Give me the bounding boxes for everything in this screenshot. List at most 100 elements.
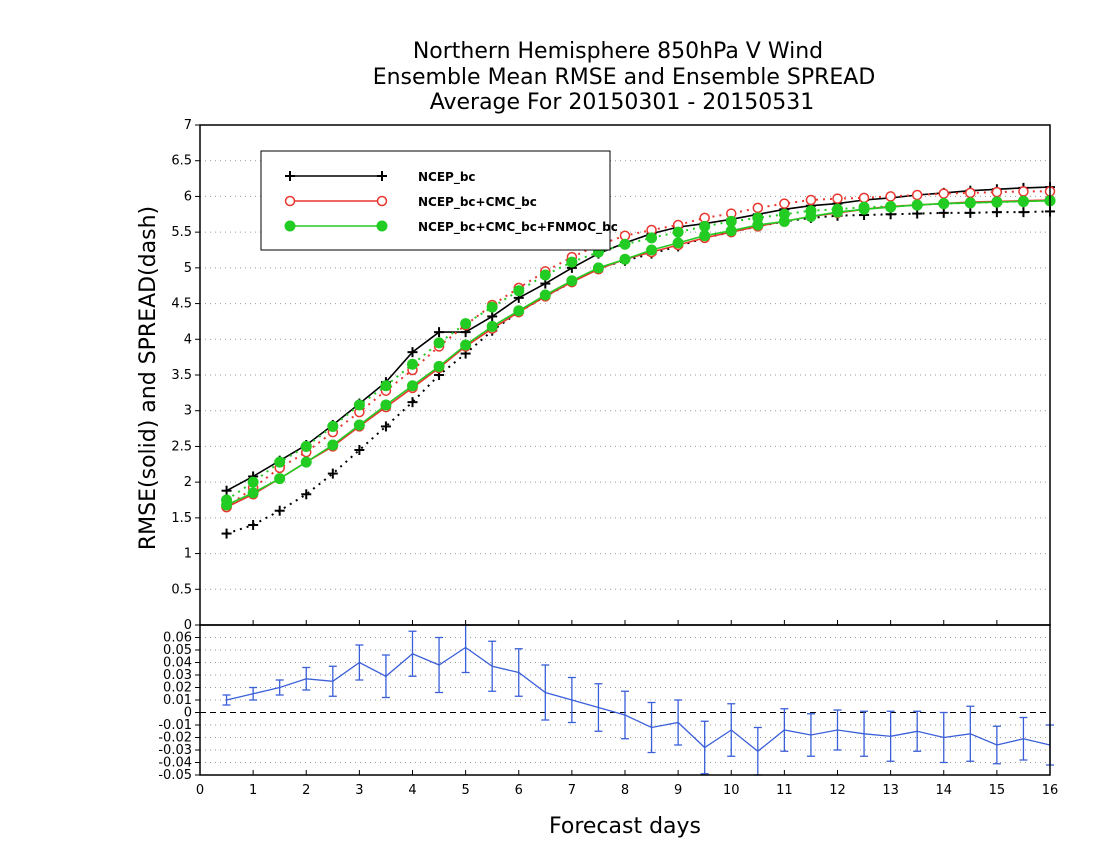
upper-y-tick-label: 3 [184, 404, 192, 419]
filled-circle-marker [460, 339, 472, 351]
plus-marker [434, 327, 445, 338]
error-bar [939, 711, 948, 764]
x-tick-label: 10 [723, 783, 740, 798]
open-circle-marker [805, 194, 817, 206]
x-tick-label: 8 [621, 783, 629, 798]
error-bar [621, 690, 629, 740]
error-bar [355, 644, 364, 681]
spread-line [226, 190, 1050, 508]
lower-y-tick-label: -0.02 [158, 731, 192, 746]
error-bar [886, 710, 895, 762]
filled-circle-marker [858, 201, 870, 213]
x-axis: 0 1 2 3 4 5 6 7 8 9 10 11 12 13 14 15 16 [196, 620, 1058, 798]
open-circle-marker [752, 202, 764, 214]
filled-circle-marker [247, 487, 259, 499]
error-bar [488, 640, 497, 692]
x-tick-label: 16 [1042, 783, 1059, 798]
error-bar [833, 709, 842, 751]
filled-circle-marker [566, 256, 578, 268]
filled-circle-marker [672, 237, 684, 249]
filled-circle-marker [376, 220, 388, 232]
error-bar [860, 710, 869, 757]
lower-y-tick-label: -0.05 [158, 768, 192, 783]
error-bar [700, 720, 709, 775]
series-layer [221, 182, 1056, 539]
legend-item-ncep-bc-cmc-bc: NCEP_bc+CMC_bc [284, 195, 537, 210]
upper-y-tick-label: 2 [184, 475, 192, 490]
x-tick-label: 7 [568, 783, 576, 798]
open-circle-marker [885, 191, 896, 202]
chart-title-line-2: Ensemble Mean RMSE and Ensemble SPREAD [373, 65, 876, 90]
filled-circle-marker [566, 275, 578, 287]
error-bar [806, 713, 815, 757]
legend-label-ncep-bc: NCEP_bc [418, 170, 476, 185]
filled-circle-marker [486, 301, 498, 313]
x-tick-label: 14 [935, 783, 952, 798]
filled-circle-marker [513, 285, 525, 297]
upper-y-axis: 0.5 1 1.5 2 2.5 3 3.5 4 4.5 5 5.5 6 6.5 7 [171, 118, 200, 597]
filled-circle-marker [778, 208, 790, 220]
filled-circle-marker [300, 440, 312, 452]
open-circle-marker [911, 189, 923, 201]
filled-circle-marker [699, 220, 711, 232]
x-tick-label: 11 [776, 783, 793, 798]
plus-marker [938, 207, 949, 218]
filled-circle-marker [885, 200, 897, 212]
filled-circle-marker [284, 220, 296, 232]
plus-marker [248, 520, 259, 530]
legend-label-ncep-bc-cmc-bc: NCEP_bc+CMC_bc [418, 195, 537, 210]
x-tick-label: 0 [196, 783, 204, 798]
upper-y-tick-label: 4 [184, 332, 192, 347]
error-bar [567, 676, 576, 724]
open-circle-marker [779, 198, 790, 209]
filled-circle-marker [991, 196, 1003, 208]
filled-circle-marker [938, 198, 950, 210]
error-bar [514, 648, 523, 697]
plus-marker [221, 485, 232, 496]
chart-title-line-1: Northern Hemisphere 850hPa V Wind [413, 39, 823, 64]
error-bar [913, 710, 922, 752]
filled-circle-marker [699, 230, 711, 242]
upper-y-tick-label: 5.5 [171, 225, 192, 240]
filled-circle-marker [646, 244, 658, 256]
filled-circle-marker [513, 305, 525, 317]
filled-circle-marker [725, 215, 737, 227]
error-bar [275, 679, 284, 696]
error-bar [780, 708, 789, 752]
open-circle-marker [376, 195, 388, 207]
plus-marker [327, 468, 338, 479]
filled-circle-marker [539, 289, 551, 301]
filled-circle-marker [353, 419, 365, 431]
open-circle-marker [858, 192, 870, 204]
filled-circle-marker [433, 337, 445, 349]
filled-circle-marker [300, 456, 312, 468]
filled-circle-marker [274, 473, 286, 485]
lower-y-tick-label: -0.01 [158, 718, 192, 733]
plus-marker [221, 528, 232, 539]
filled-circle-marker [274, 456, 286, 468]
filled-circle-marker [353, 399, 365, 411]
filled-circle-marker [964, 197, 976, 209]
lower-y-tick-label: 0 [184, 618, 192, 633]
filled-circle-marker [486, 320, 498, 332]
filled-circle-marker [327, 439, 339, 451]
error-bar [966, 705, 975, 762]
legend-marker-plus [285, 171, 387, 181]
x-tick-label: 13 [882, 783, 899, 798]
open-circle-marker [284, 195, 296, 207]
lower-y-tick-label: 0.05 [163, 643, 192, 658]
open-circle-marker [938, 188, 949, 199]
x-axis-label: Forecast days [549, 814, 701, 839]
filled-circle-marker [805, 205, 817, 217]
error-bar [992, 725, 1001, 765]
legend: NCEP_bc NCEP_bc+CMC_bc NCEP_bc+CMC_bc+FN… [260, 150, 618, 251]
upper-y-tick-label: 1.5 [171, 511, 192, 526]
x-tick-label: 6 [515, 783, 523, 798]
plus-marker [965, 207, 976, 218]
x-tick-label: 5 [461, 783, 469, 798]
plus-marker [407, 397, 418, 408]
series-markers [221, 195, 1056, 511]
lower-series-layer [222, 624, 1054, 776]
